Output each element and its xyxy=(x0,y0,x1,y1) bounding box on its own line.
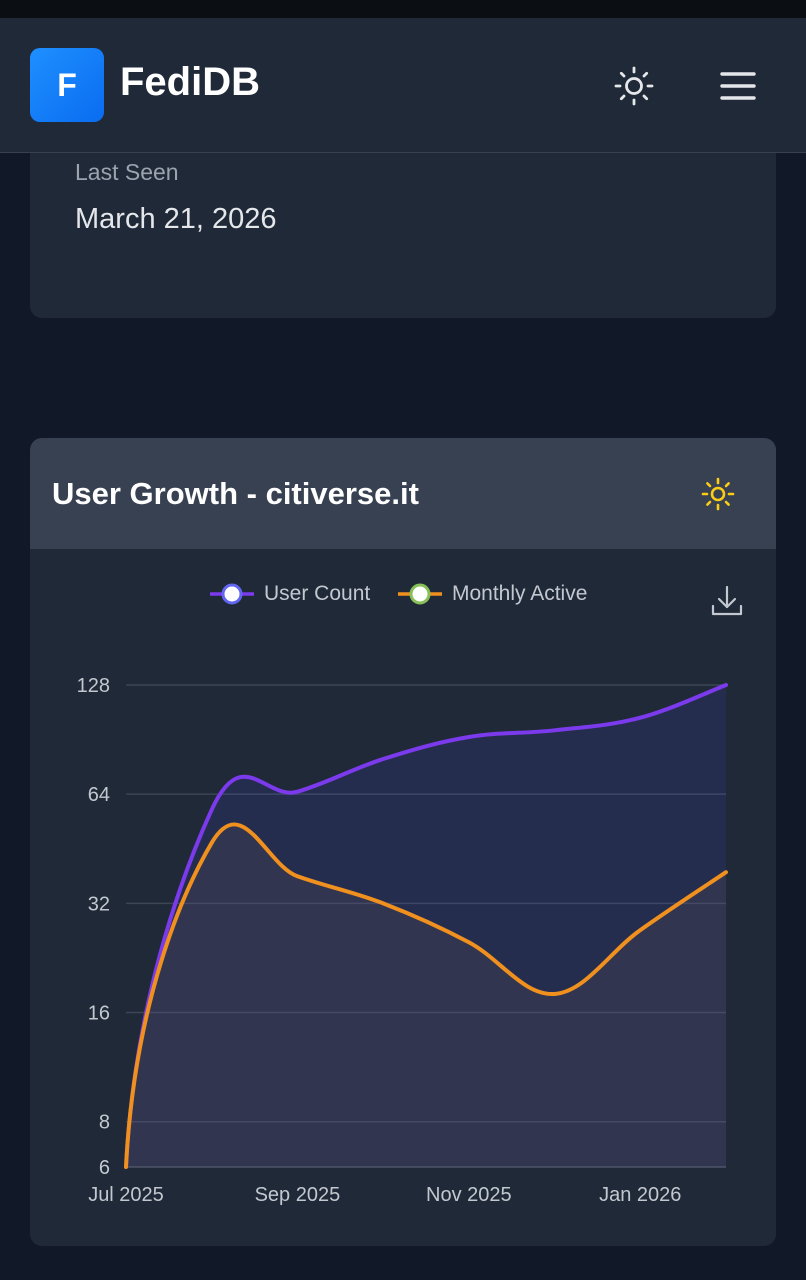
series-line-user-count xyxy=(124,683,728,1169)
last-seen-value: March 21, 2026 xyxy=(75,203,277,235)
chart-theme-toggle[interactable] xyxy=(700,476,736,512)
legend-label: User Count xyxy=(264,582,371,605)
app-name[interactable]: FediDB xyxy=(120,60,260,104)
user-growth-chart: 6 8 16 32 64 128 Jul 2025 Sep 2025 Nov 2025 Jan … xyxy=(77,675,728,1206)
app-logo[interactable]: F xyxy=(30,48,104,122)
y-tick-label: 6 xyxy=(99,1157,110,1179)
legend-line-marker xyxy=(398,583,442,605)
y-tick-label: 8 xyxy=(99,1112,110,1134)
app-header: F FediDB xyxy=(0,18,806,153)
last-seen-label: Last Seen xyxy=(75,159,179,185)
series-area xyxy=(126,685,726,1167)
legend-monthly-active[interactable]: Monthly Active xyxy=(396,580,587,608)
user-growth-card: User Growth - citiverse.it User Count xyxy=(30,438,776,1246)
instance-info-card: Last Seen March 21, 2026 xyxy=(30,153,776,318)
download-icon xyxy=(711,585,743,616)
series-line-monthly-active xyxy=(124,822,728,1169)
x-tick-label: Jul 2025 xyxy=(88,1184,164,1206)
hamburger-menu-icon xyxy=(720,72,756,100)
y-tick-label: 16 xyxy=(88,1003,110,1025)
menu-button[interactable] xyxy=(716,64,760,108)
series-area xyxy=(126,824,726,1167)
legend-label: Monthly Active xyxy=(452,582,588,605)
y-tick-label: 64 xyxy=(88,784,110,806)
sun-icon xyxy=(614,66,654,106)
theme-toggle-button[interactable] xyxy=(612,64,656,108)
card-header: User Growth - citiverse.it xyxy=(30,438,776,549)
x-tick-label: Nov 2025 xyxy=(426,1184,512,1206)
sun-icon xyxy=(701,477,735,511)
x-tick-label: Jan 2026 xyxy=(599,1184,681,1206)
x-tick-label: Sep 2025 xyxy=(255,1184,341,1206)
legend-user-count[interactable]: User Count xyxy=(208,580,370,608)
y-tick-label: 32 xyxy=(88,893,110,915)
legend-line-marker xyxy=(210,583,254,605)
y-tick-label: 128 xyxy=(77,675,110,697)
status-bar xyxy=(0,0,806,18)
logo-letter: F xyxy=(57,66,77,103)
download-chart-button[interactable] xyxy=(710,584,744,618)
card-title: User Growth - citiverse.it xyxy=(52,476,419,511)
